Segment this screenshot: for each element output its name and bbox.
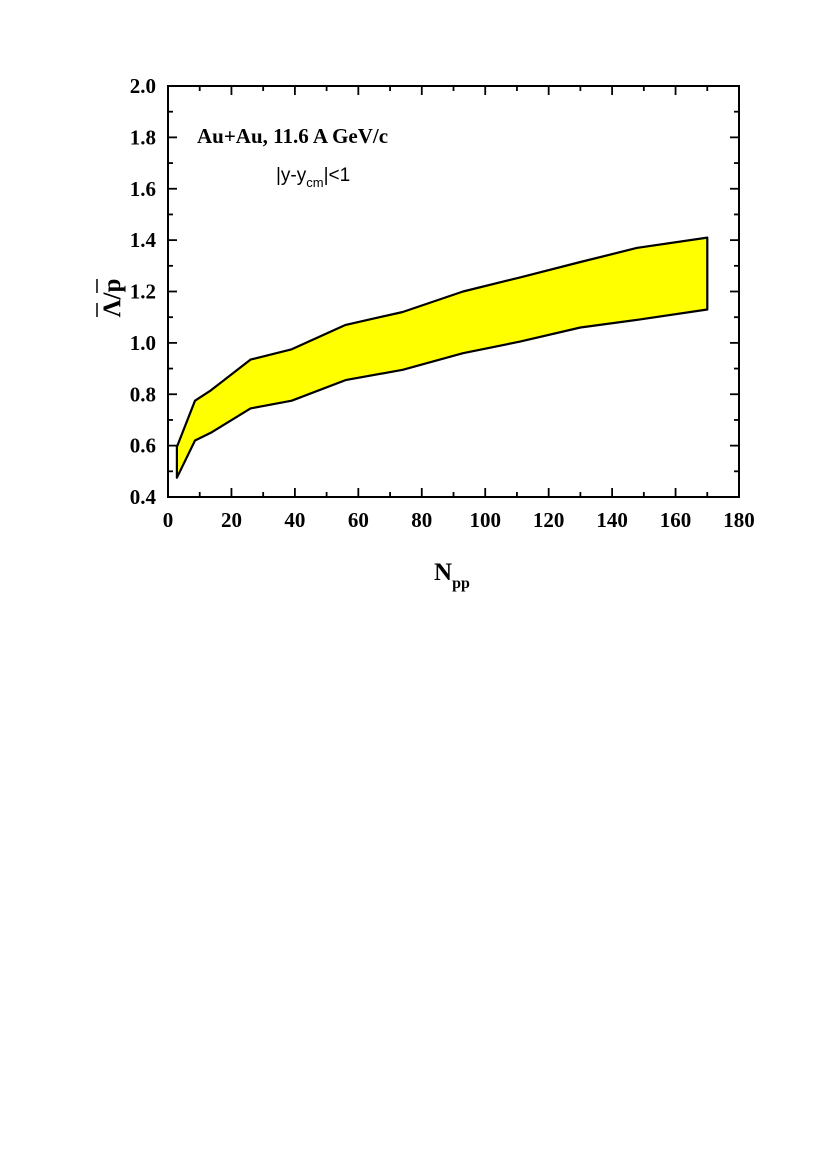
x-tick-label: 100 [469, 508, 501, 532]
y-axis-label: Λ/p [99, 279, 126, 318]
tick-layer: 0 20 40 60 80 100 120 140 160 180 0.4 0.6 0.8 1.0 1.2 1… [130, 74, 755, 532]
y-tick-label: 1.6 [130, 177, 156, 201]
annotation-system: Au+Au, 11.6 A GeV/c [197, 124, 388, 148]
annotation-rapidity-sub: cm [306, 175, 323, 190]
x-tick-label: 140 [596, 508, 628, 532]
x-tick-label: 20 [221, 508, 242, 532]
y-tick-label: 1.2 [130, 280, 156, 304]
x-tick-label: 60 [348, 508, 369, 532]
annotation-rapidity: |y-ycm|<1 [276, 165, 350, 190]
y-tick-label: 2.0 [130, 74, 156, 98]
x-axis-label-main: N [434, 559, 452, 586]
y-tick-label: 1.4 [130, 228, 157, 252]
annotation-rapidity-prefix: |y-y [276, 165, 307, 186]
x-tick-label: 0 [163, 508, 174, 532]
x-tick-label: 120 [533, 508, 565, 532]
x-axis-label-sub: pp [452, 575, 470, 592]
x-axis-label: Npp [434, 559, 470, 592]
annotation-rapidity-suffix: |<1 [324, 165, 351, 186]
x-tick-label: 180 [723, 508, 755, 532]
y-tick-label: 0.8 [130, 382, 156, 406]
y-tick-label: 0.6 [130, 434, 156, 458]
y-tick-label: 1.8 [130, 125, 156, 149]
x-tick-label: 160 [660, 508, 692, 532]
x-tick-label: 80 [411, 508, 432, 532]
band-area [175, 236, 709, 479]
y-axis-label-group: Λ/p [96, 279, 126, 318]
y-tick-label: 1.0 [130, 331, 156, 355]
y-tick-label: 0.4 [130, 485, 157, 509]
x-tick-label: 40 [284, 508, 305, 532]
band-layer [175, 236, 709, 479]
